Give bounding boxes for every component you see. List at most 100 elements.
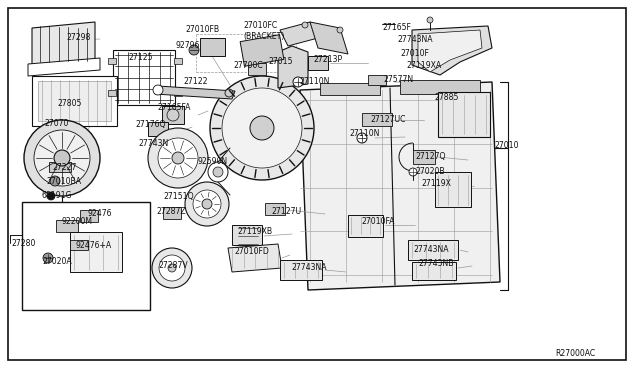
- Circle shape: [222, 88, 302, 168]
- Polygon shape: [418, 30, 482, 72]
- Bar: [435, 172, 471, 207]
- Circle shape: [24, 120, 100, 196]
- Text: 27015: 27015: [268, 58, 292, 67]
- Text: 92476: 92476: [87, 209, 111, 218]
- Text: 27010: 27010: [494, 141, 518, 150]
- Text: 27743NA: 27743NA: [397, 35, 433, 45]
- Circle shape: [172, 152, 184, 164]
- Bar: [174, 58, 182, 64]
- Circle shape: [148, 128, 208, 188]
- Circle shape: [213, 167, 223, 177]
- Bar: [163, 207, 181, 219]
- Text: 27010FB: 27010FB: [185, 26, 219, 35]
- Polygon shape: [32, 22, 95, 68]
- Text: 68191G: 68191G: [42, 192, 72, 201]
- Bar: [49, 162, 71, 172]
- Circle shape: [158, 138, 198, 178]
- Circle shape: [193, 190, 221, 218]
- Circle shape: [50, 176, 60, 186]
- Bar: [32, 76, 117, 126]
- Text: 27700C: 27700C: [233, 61, 263, 71]
- Text: (BRACKET): (BRACKET): [243, 32, 284, 41]
- Circle shape: [337, 27, 343, 33]
- Text: 27127UC: 27127UC: [370, 115, 406, 124]
- Text: 27298: 27298: [66, 33, 90, 42]
- Bar: [174, 90, 182, 96]
- Polygon shape: [280, 22, 318, 46]
- Circle shape: [302, 22, 308, 28]
- Polygon shape: [228, 244, 282, 272]
- Text: 27165F: 27165F: [382, 23, 411, 32]
- Circle shape: [54, 150, 70, 166]
- Circle shape: [185, 182, 229, 226]
- Text: 27227: 27227: [52, 163, 76, 171]
- Circle shape: [427, 17, 433, 23]
- Bar: [200, 38, 225, 56]
- Bar: [265, 203, 285, 215]
- Circle shape: [152, 248, 192, 288]
- Circle shape: [208, 162, 228, 182]
- Text: 27119XA: 27119XA: [406, 61, 441, 70]
- Circle shape: [159, 255, 185, 281]
- Circle shape: [43, 253, 53, 263]
- Bar: [368, 75, 386, 85]
- Text: 92476+A: 92476+A: [75, 241, 111, 250]
- Bar: [56, 220, 78, 232]
- Text: 27213P: 27213P: [313, 55, 342, 64]
- Circle shape: [167, 109, 179, 121]
- Bar: [70, 232, 122, 272]
- Bar: [248, 63, 266, 75]
- Circle shape: [47, 192, 55, 200]
- Circle shape: [210, 76, 314, 180]
- Text: 27280: 27280: [11, 238, 35, 247]
- Text: 27743NB: 27743NB: [418, 259, 454, 267]
- Circle shape: [202, 199, 212, 209]
- Bar: [308, 56, 328, 70]
- Text: 27151Q: 27151Q: [163, 192, 194, 201]
- Text: 27805: 27805: [57, 99, 81, 108]
- Bar: [408, 240, 458, 260]
- Circle shape: [250, 116, 274, 140]
- Text: 27287Z: 27287Z: [156, 208, 186, 217]
- Circle shape: [409, 168, 417, 176]
- Text: 27010BA: 27010BA: [46, 176, 81, 186]
- Text: 27127Q: 27127Q: [415, 153, 445, 161]
- Text: 92796: 92796: [175, 42, 200, 51]
- Text: 27127U: 27127U: [271, 206, 301, 215]
- Circle shape: [168, 264, 176, 272]
- Text: 27020A: 27020A: [42, 257, 72, 266]
- Polygon shape: [28, 58, 100, 76]
- Text: 27743N: 27743N: [138, 138, 168, 148]
- Text: 27119X: 27119X: [421, 179, 451, 187]
- Bar: [22, 202, 150, 310]
- Text: 92590N: 92590N: [198, 157, 228, 166]
- Text: 27885: 27885: [434, 93, 458, 102]
- Polygon shape: [155, 86, 235, 99]
- Bar: [108, 90, 116, 96]
- Text: 27287V: 27287V: [158, 260, 188, 269]
- Text: 27743NA: 27743NA: [413, 244, 449, 253]
- Bar: [80, 210, 98, 222]
- Bar: [412, 262, 456, 280]
- Text: 27070: 27070: [44, 119, 68, 128]
- Text: 27122: 27122: [183, 77, 207, 87]
- Text: 27125: 27125: [128, 52, 152, 61]
- Bar: [240, 35, 284, 66]
- Text: 27020B: 27020B: [415, 167, 445, 176]
- Text: 27010FC: 27010FC: [243, 22, 277, 31]
- Bar: [320, 83, 380, 95]
- Text: 27110N: 27110N: [299, 77, 330, 86]
- Bar: [70, 240, 88, 250]
- Bar: [362, 113, 392, 126]
- Bar: [38, 81, 111, 121]
- Text: 27577N: 27577N: [383, 76, 413, 84]
- Circle shape: [153, 85, 163, 95]
- Text: 27110N: 27110N: [349, 129, 380, 138]
- Bar: [348, 215, 383, 237]
- Text: 27010F: 27010F: [400, 48, 429, 58]
- Text: 27176Q: 27176Q: [135, 119, 166, 128]
- Text: R27000AC: R27000AC: [556, 349, 596, 357]
- Circle shape: [34, 130, 90, 186]
- Text: 92200M: 92200M: [62, 218, 93, 227]
- Bar: [162, 106, 184, 124]
